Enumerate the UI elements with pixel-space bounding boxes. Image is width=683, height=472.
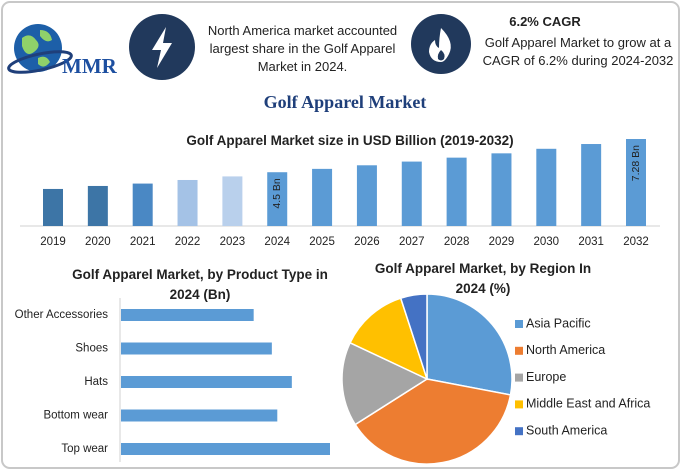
bar: [121, 443, 330, 455]
logo-text: MMR: [62, 54, 118, 78]
bar: [121, 409, 278, 422]
x-tick-label: 2032: [623, 236, 649, 248]
legend-label: North America: [526, 343, 605, 357]
x-tick-label: 2019: [40, 236, 66, 248]
bar: [312, 168, 333, 226]
fact-text: North America market accounted largest s…: [207, 23, 398, 74]
y-tick-label: Bottom wear: [43, 410, 108, 422]
bar: [121, 342, 272, 355]
x-tick-label: 2029: [489, 236, 515, 248]
bar: [267, 172, 288, 226]
y-tick-label: Other Accessories: [15, 309, 109, 321]
bar: [132, 183, 153, 226]
value-label: 4.5 Bn: [271, 178, 283, 209]
legend-swatch: [515, 320, 523, 328]
fact-text: Golf Apparel Market to grow at a CAGR of…: [482, 35, 674, 68]
legend-swatch: [515, 400, 523, 409]
chart-title: Golf Apparel Market, by Product Type in …: [72, 267, 328, 302]
x-tick-label: 2021: [130, 236, 156, 248]
bar: [121, 309, 254, 321]
x-tick-label: 2030: [534, 236, 560, 248]
bolt-icon: [129, 14, 195, 80]
bar: [87, 185, 108, 226]
chart-title: Golf Apparel Market, by Region In 2024 (…: [374, 261, 592, 296]
legend-swatch: [515, 373, 523, 382]
pie-slice: [341, 341, 429, 426]
x-tick-label: 2022: [175, 236, 201, 248]
y-tick-label: Top wear: [61, 443, 108, 455]
chart-title: Golf Apparel Market size in USD Billion …: [186, 133, 514, 148]
bar: [581, 144, 602, 226]
pie-slice: [349, 297, 429, 381]
pie-slice: [399, 293, 428, 380]
x-tick-label: 2025: [309, 236, 335, 248]
fact-title: 6.2% CAGR: [509, 14, 581, 29]
legend-label: Middle East and Africa: [526, 397, 650, 411]
bar: [446, 157, 467, 226]
legend-label: Asia Pacific: [526, 316, 591, 330]
legend-label: Europe: [526, 370, 566, 384]
bar: [43, 188, 63, 226]
y-tick-label: Shoes: [75, 343, 108, 355]
bar: [536, 148, 557, 226]
bar: [356, 165, 377, 226]
x-tick-label: 2027: [399, 236, 425, 248]
x-tick-label: 2023: [220, 236, 246, 248]
legend-label: South America: [526, 423, 607, 437]
legend-swatch: [515, 427, 523, 436]
x-tick-label: 2031: [578, 236, 604, 248]
x-tick-label: 2020: [85, 236, 111, 248]
bar: [177, 179, 198, 226]
bar: [626, 139, 646, 226]
flame-icon: [411, 14, 471, 74]
y-tick-label: Hats: [84, 376, 108, 388]
bar: [222, 176, 243, 226]
x-tick-label: 2028: [444, 236, 470, 248]
pie-slice: [426, 293, 513, 396]
value-label: 7.28 Bn: [630, 145, 642, 181]
x-tick-label: 2024: [264, 236, 290, 248]
bar: [491, 153, 512, 226]
page-title: Golf Apparel Market: [263, 92, 427, 112]
x-tick-label: 2026: [354, 236, 380, 248]
bar: [121, 376, 292, 388]
bar: [401, 161, 422, 226]
logo-globe: [7, 24, 73, 74]
legend-swatch: [515, 346, 523, 355]
